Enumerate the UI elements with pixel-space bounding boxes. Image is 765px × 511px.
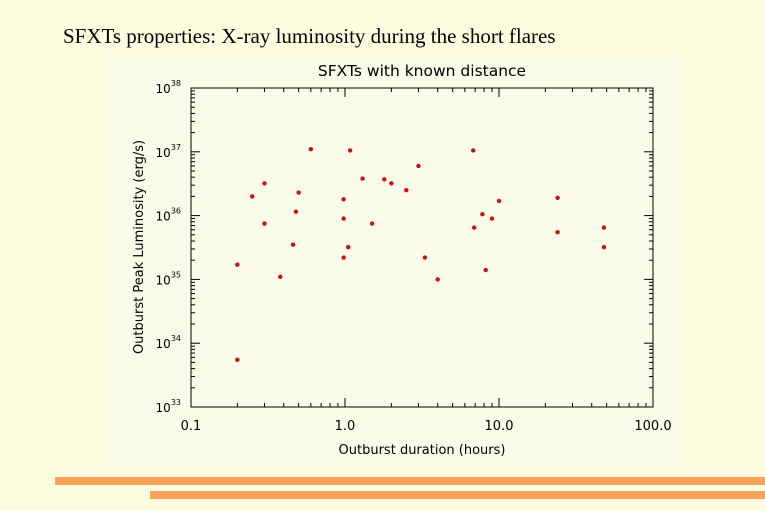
data-point [235,262,240,267]
data-point [235,357,240,362]
y-tick-label: 1035 [156,270,181,287]
y-tick-label: 1033 [156,398,181,415]
data-point [341,197,346,202]
data-point [250,194,255,199]
y-axis-label: Outburst Peak Luminosity (erg/s) [132,140,147,354]
x-tick-label: 10.0 [485,419,514,434]
data-point [262,221,267,226]
data-point [262,181,267,186]
data-point [555,195,560,201]
data-point [389,181,394,186]
x-tick-label: 100.0 [634,419,671,434]
y-tick-label: 1038 [156,79,181,96]
x-axis-label: Outburst duration (hours) [339,443,506,458]
data-point [471,148,476,153]
data-point [296,190,301,195]
data-point [278,274,283,279]
data-points [235,146,607,362]
data-point [480,212,485,217]
plot-frame [190,87,654,408]
data-point [308,146,314,152]
data-point [369,221,375,226]
data-point [422,255,428,260]
data-point [489,216,495,221]
data-point [360,176,365,181]
data-point [483,267,488,273]
scatter-chart: SFXTs with known distance Outburst durat… [132,62,672,458]
data-point [382,177,387,182]
data-point [341,216,346,221]
data-point [601,244,607,250]
data-point [496,198,502,204]
data-point [471,225,477,230]
x-tick-label: 1.0 [335,419,356,434]
data-point [416,163,421,169]
data-point [346,244,351,250]
chart-title: SFXTs with known distance [318,62,526,80]
data-point [290,242,296,247]
decorative-bar-bottom [150,491,765,499]
slide-title: SFXTs properties: X-ray luminosity durin… [63,24,556,48]
data-point [347,148,353,153]
y-tick-label: 1037 [156,143,181,160]
data-point [435,277,440,282]
tick-labels: 0.1 1.0 10.0 100.0 1033 1034 1035 1036 1037 1038 [156,79,672,434]
y-tick-label: 1034 [156,334,181,351]
data-point [404,188,409,193]
axis-ticks [190,88,654,408]
data-point [555,229,560,235]
data-point [341,255,346,260]
data-point [293,209,299,214]
decorative-bar-top [55,477,765,485]
y-tick-label: 1036 [156,207,181,224]
chart-panel: SFXTs with known distance Outburst durat… [107,56,680,467]
x-tick-label: 0.1 [181,419,202,434]
data-point [601,225,607,230]
